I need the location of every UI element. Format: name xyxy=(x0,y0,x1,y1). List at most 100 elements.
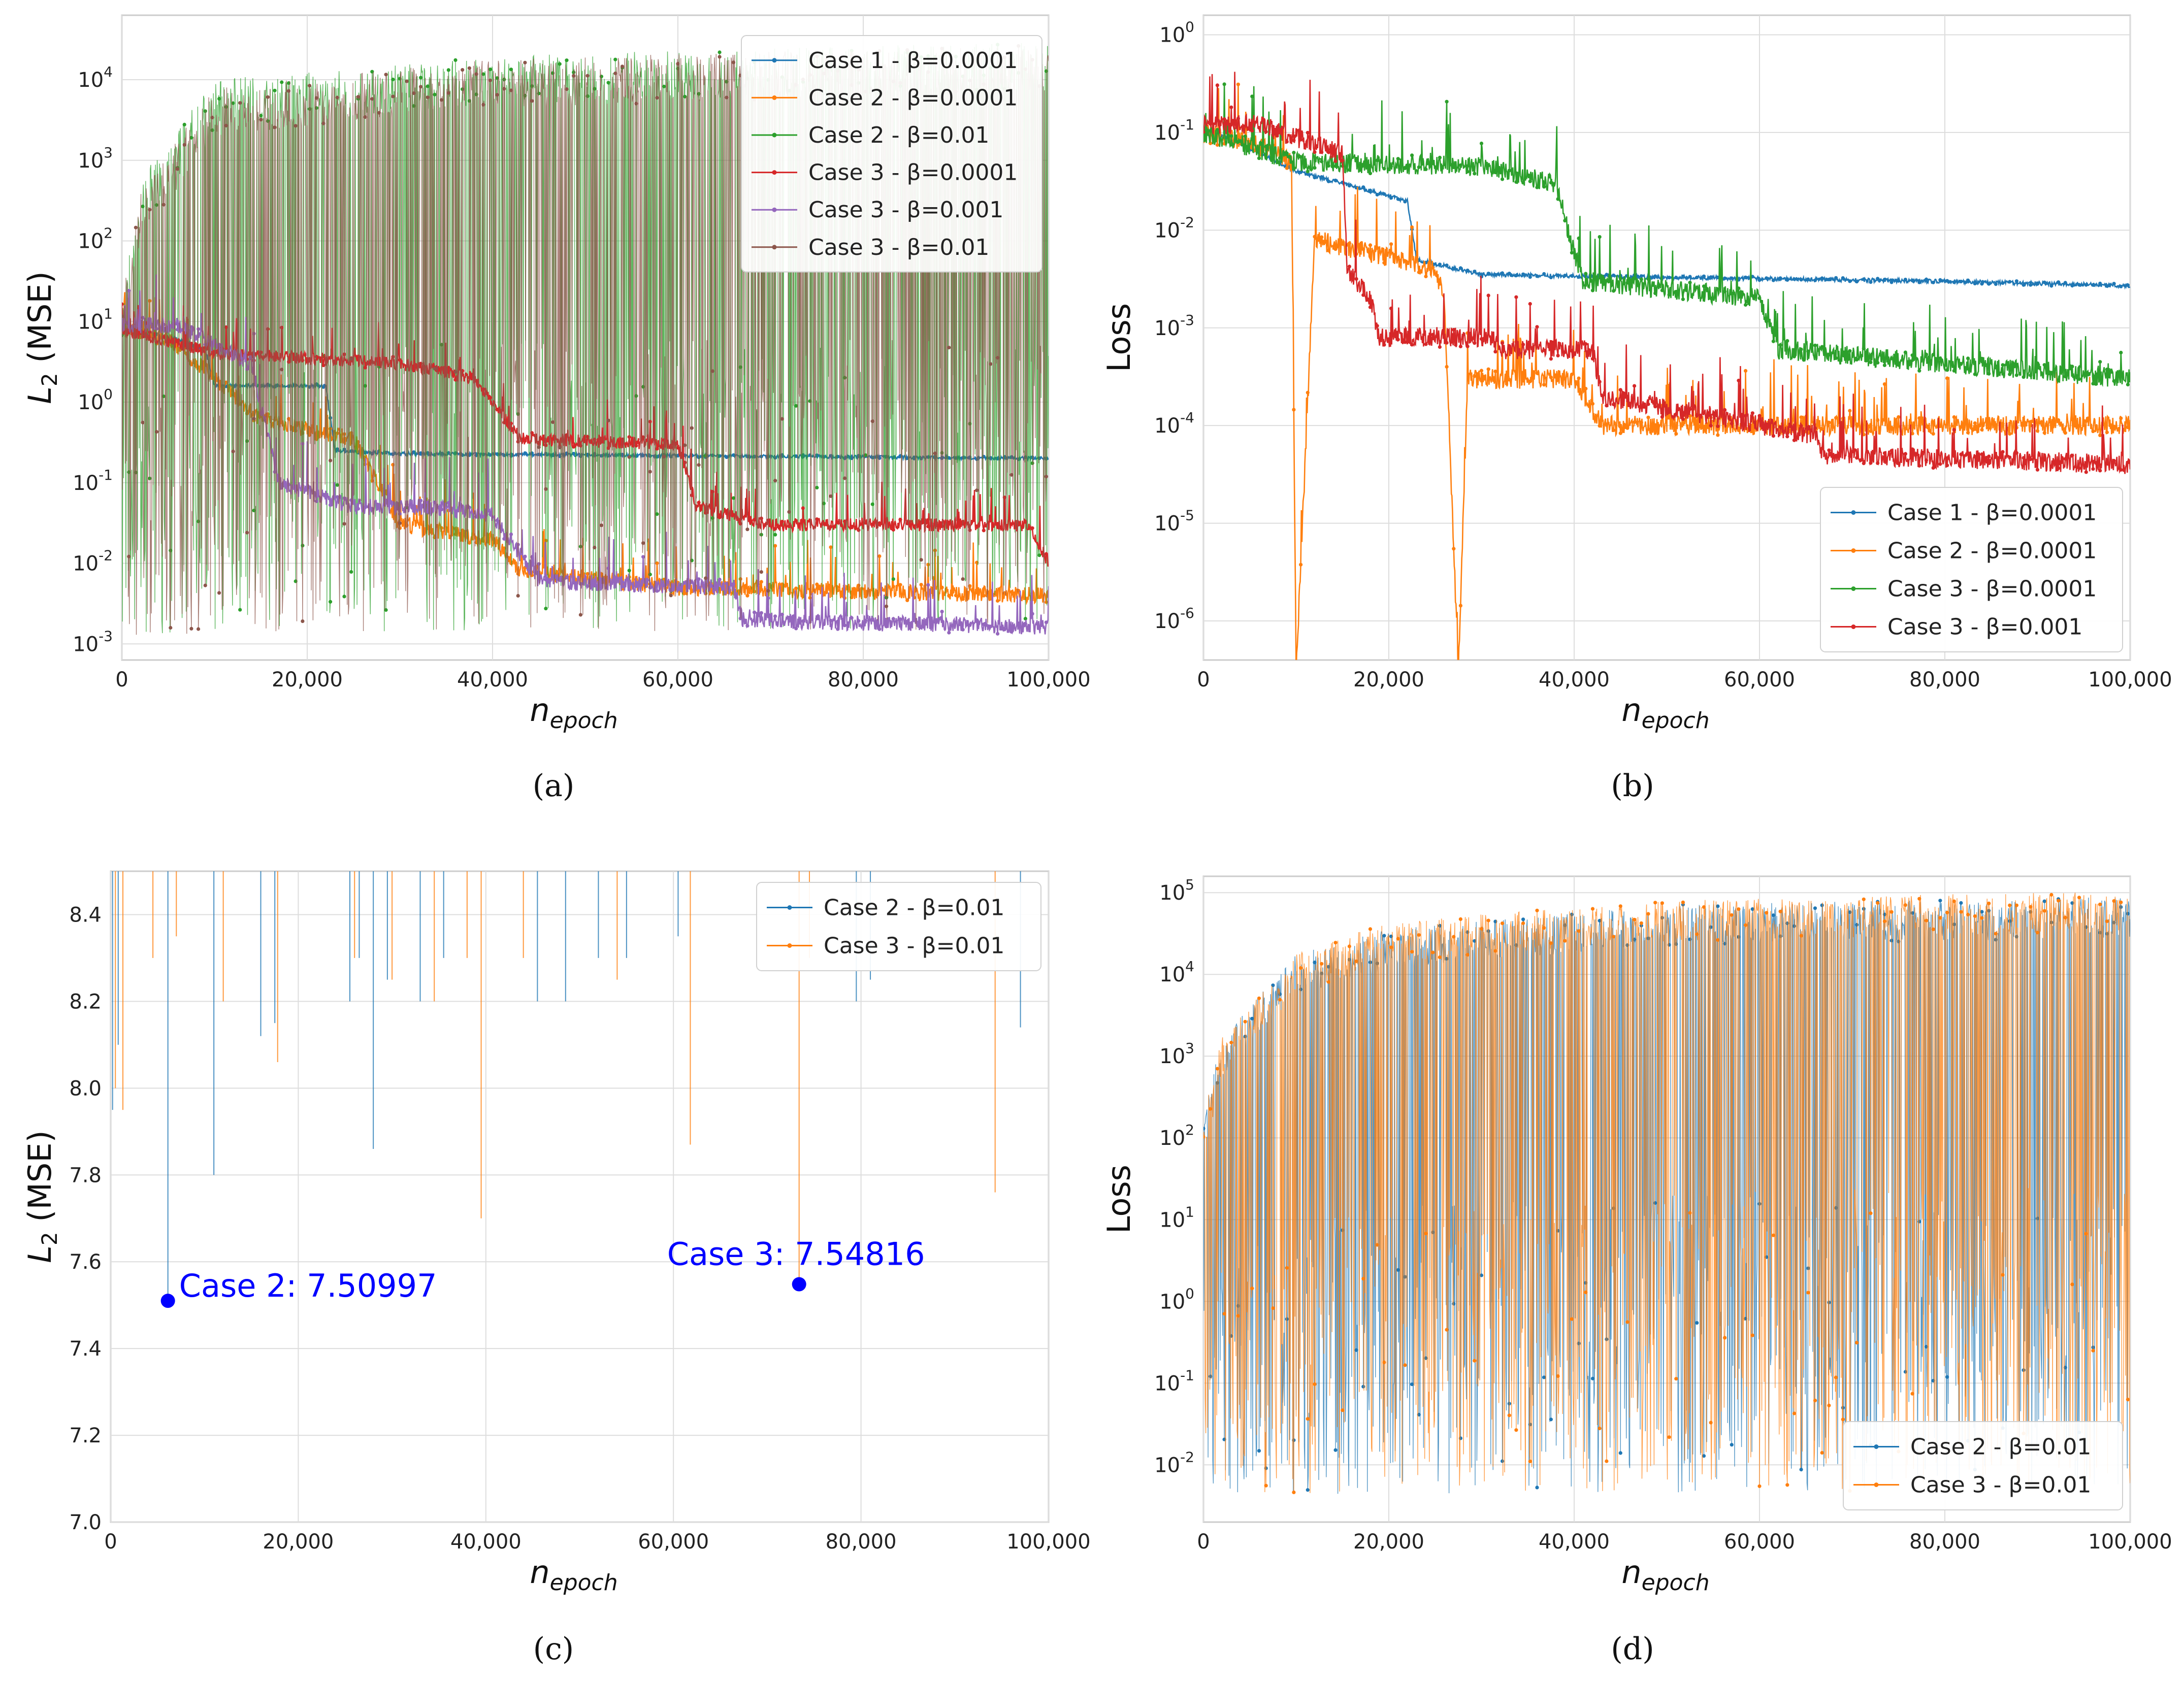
data-point-a-1-82 xyxy=(690,589,694,594)
data-point-b-1-90 xyxy=(1827,420,1831,424)
data-point-a-4-52 xyxy=(481,515,485,519)
data-point-b-3-68 xyxy=(1674,412,1678,416)
legend-marker-b-3 xyxy=(1851,624,1856,629)
data-point-a-3-91 xyxy=(753,518,757,522)
data-point-b-1-31 xyxy=(1417,270,1421,274)
data-point-b-1-113 xyxy=(1987,426,1991,430)
data-point-b-0-53 xyxy=(1570,274,1574,278)
data-point-a-3-94 xyxy=(773,527,777,531)
data-point-b-1-33 xyxy=(1431,266,1435,270)
data-point-b-1-49 xyxy=(1542,383,1546,387)
data-point-b-3-75 xyxy=(1723,408,1727,412)
data-point-b-1-52 xyxy=(1563,377,1567,381)
data-point-d-0-26 xyxy=(1382,934,1386,938)
y-tick-label-c: 8.0 xyxy=(69,1077,102,1100)
data-point-a-3-125 xyxy=(989,518,993,522)
data-point-a-4-111 xyxy=(891,617,895,621)
data-point-a-1-119 xyxy=(947,594,951,598)
data-point-a-4-109 xyxy=(877,627,882,631)
data-point-a-5-102 xyxy=(829,494,833,498)
data-point-d-1-23 xyxy=(1361,1277,1365,1281)
y-tick-label-a: 100 xyxy=(78,386,113,414)
data-point-b-0-105 xyxy=(1931,280,1935,284)
data-point-b-2-23 xyxy=(1361,162,1365,167)
data-point-b-2-2 xyxy=(1215,128,1219,132)
data-point-b-0-46 xyxy=(1521,272,1525,276)
data-point-a-4-71 xyxy=(613,576,617,580)
data-point-b-2-39 xyxy=(1473,172,1477,176)
data-point-a-3-132 xyxy=(1037,546,1041,550)
data-point-a-3-29 xyxy=(321,364,325,368)
data-point-b-3-83 xyxy=(1778,425,1782,429)
data-point-b-2-42 xyxy=(1493,171,1497,175)
data-point-b-0-18 xyxy=(1326,179,1330,183)
x-tick-label-b: 0 xyxy=(1197,668,1210,691)
data-point-a-1-101 xyxy=(822,592,826,597)
data-point-a-4-102 xyxy=(829,618,833,622)
data-point-a-2-35 xyxy=(363,384,367,388)
data-point-d-0-71 xyxy=(1695,1321,1699,1325)
data-point-b-0-125 xyxy=(2070,284,2074,288)
data-point-a-2-47 xyxy=(446,68,450,72)
data-point-a-3-86 xyxy=(718,515,722,519)
data-point-a-2-40 xyxy=(398,77,402,81)
data-point-b-2-94 xyxy=(1855,357,1859,362)
data-point-a-0-88 xyxy=(731,453,736,457)
data-point-d-1-30 xyxy=(1410,950,1414,954)
data-point-b-2-101 xyxy=(1903,350,1907,354)
data-point-b-3-119 xyxy=(2029,457,2033,462)
data-point-b-1-30 xyxy=(1410,225,1414,229)
data-point-a-4-28 xyxy=(314,499,318,503)
data-point-b-0-120 xyxy=(2035,282,2040,286)
data-point-b-0-21 xyxy=(1347,184,1351,188)
series-markers-b-2 xyxy=(1203,82,2130,387)
data-point-d-1-85 xyxy=(1792,1411,1796,1415)
data-point-a-5-11 xyxy=(197,627,201,631)
data-point-d-1-115 xyxy=(2001,1273,2005,1277)
data-point-a-2-63 xyxy=(558,62,562,66)
data-point-a-5-49 xyxy=(461,68,465,72)
data-point-a-3-26 xyxy=(301,358,305,362)
legend-c: Case 2 - β=0.01 Case 3 - β=0.01 xyxy=(756,882,1041,971)
data-point-a-4-87 xyxy=(725,581,729,585)
data-point-b-1-18 xyxy=(1326,248,1330,252)
data-point-a-4-90 xyxy=(745,624,749,628)
legend-label-a-1: Case 2 - β=0.0001 xyxy=(808,85,1018,111)
data-point-a-5-65 xyxy=(572,74,576,78)
data-point-b-2-24 xyxy=(1368,171,1373,176)
data-point-a-5-96 xyxy=(787,510,791,514)
data-point-b-3-101 xyxy=(1903,452,1907,456)
data-point-a-3-77 xyxy=(655,447,659,451)
data-point-a-4-120 xyxy=(954,620,958,624)
x-axis-label-a: nepoch xyxy=(530,691,617,734)
data-point-b-2-4 xyxy=(1229,134,1233,138)
data-point-a-1-46 xyxy=(440,526,444,530)
data-point-b-3-2 xyxy=(1215,83,1219,87)
data-point-b-0-15 xyxy=(1306,172,1310,176)
data-point-b-2-102 xyxy=(1910,353,1914,357)
data-point-d-1-29 xyxy=(1403,1363,1407,1367)
data-point-d-1-117 xyxy=(2014,903,2018,907)
data-point-a-2-94 xyxy=(773,533,777,537)
data-point-a-4-24 xyxy=(286,483,291,487)
data-point-d-1-105 xyxy=(1931,927,1935,931)
legend-box-d xyxy=(1843,1421,2123,1510)
data-point-d-1-53 xyxy=(1570,1317,1574,1321)
data-point-b-1-12 xyxy=(1285,166,1289,170)
data-point-a-5-126 xyxy=(996,356,1000,360)
data-point-b-1-2 xyxy=(1215,143,1219,147)
series-b xyxy=(1203,72,2130,660)
data-point-b-0-102 xyxy=(1910,278,1914,282)
data-point-b-3-64 xyxy=(1646,402,1650,406)
data-point-b-0-129 xyxy=(2098,281,2102,286)
data-point-a-4-104 xyxy=(842,623,847,628)
data-point-d-1-78 xyxy=(1744,923,1748,927)
data-point-a-4-133 xyxy=(1044,620,1048,624)
data-point-b-0-26 xyxy=(1382,192,1386,196)
data-point-a-0-87 xyxy=(725,455,729,459)
data-point-a-1-67 xyxy=(585,572,590,576)
data-point-b-0-54 xyxy=(1577,275,1581,279)
x-tick-label-d: 100,000 xyxy=(2088,1530,2172,1554)
data-point-b-2-96 xyxy=(1869,360,1873,365)
data-point-b-2-62 xyxy=(1633,276,1637,280)
